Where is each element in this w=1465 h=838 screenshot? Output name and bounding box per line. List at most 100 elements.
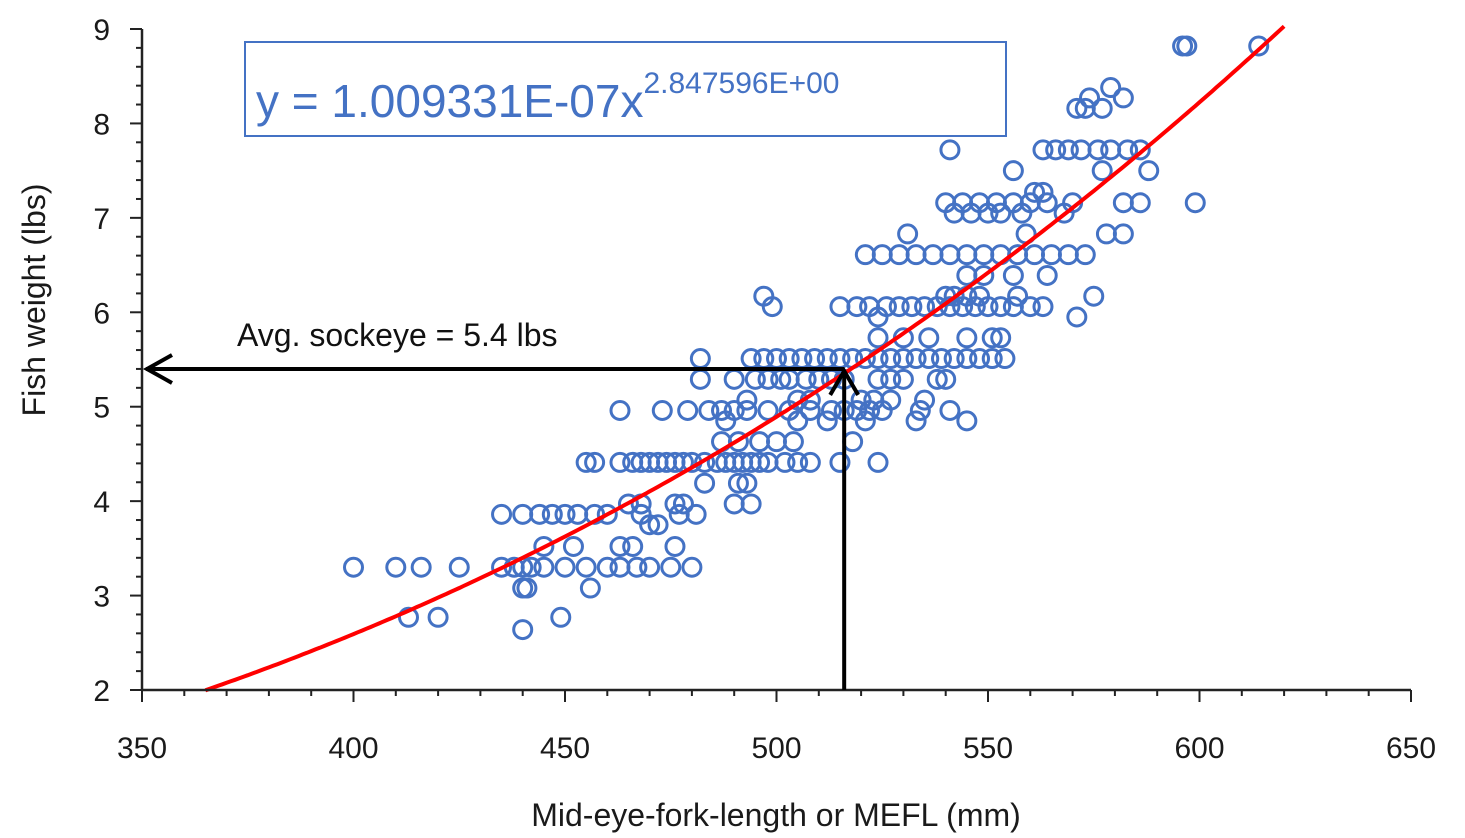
data-point [512,619,534,641]
x-tick-label: 500 [751,732,801,765]
x-tick-label: 350 [117,732,167,765]
data-point [918,348,940,370]
data-point [757,399,779,421]
data-point [567,503,589,525]
data-point [1129,192,1151,214]
data-point [888,296,910,318]
data-point [529,503,551,525]
data-point [1032,296,1054,318]
data-point [647,514,669,536]
data-point [1019,296,1041,318]
data-point [854,348,876,370]
data-point [1007,285,1029,307]
data-point [909,399,931,421]
data-point [1032,181,1054,203]
x-tick-label: 400 [328,732,378,765]
data-point [685,503,707,525]
data-point [550,606,572,628]
data-point [1112,87,1134,109]
data-point [664,493,686,515]
data-point [914,389,936,411]
data-point [596,556,618,578]
data-point [1248,35,1270,57]
data-point [660,556,682,578]
data-point [994,348,1016,370]
data-point [715,410,737,432]
data-point [1002,264,1024,286]
data-point [880,348,902,370]
data-point [681,556,703,578]
plot-axes: 350 400 450 500 550 600 650 2 3 4 5 6 7 8 9 [93,14,1436,765]
data-point [385,556,407,578]
data-point [579,577,601,599]
data-point [990,296,1012,318]
data-point [343,556,364,578]
data-point [410,556,432,578]
data-point [782,431,804,453]
data-point [1002,296,1024,318]
data-point [554,556,576,578]
data-point [892,368,914,390]
data-point [736,472,758,494]
data-point [880,389,902,411]
data-point [1045,139,1067,161]
y-tick-label: 3 [93,581,110,614]
data-point [990,202,1012,224]
data-point [639,556,661,578]
data-point [533,556,555,578]
trendline-equation: y = 1.009331E-07x2.847596E+00 [256,67,839,127]
data-point [609,535,631,557]
data-point [491,503,513,525]
data-point [749,451,771,473]
y-tick-label: 4 [93,486,110,519]
data-point [867,451,889,473]
data-point [867,306,889,328]
data-point [774,451,796,473]
data-point [1024,244,1046,266]
x-axis-ticks: 350 400 450 500 550 600 650 [117,690,1436,765]
data-point [1024,181,1046,203]
data-point [651,399,673,421]
data-point [1176,35,1198,57]
data-point [512,503,534,525]
data-point [596,503,618,525]
data-point [973,244,995,266]
data-point [672,493,694,515]
data-point [541,503,563,525]
data-point [1129,139,1151,161]
data-point [1100,77,1122,99]
data-point [626,556,648,578]
data-point [689,348,711,370]
data-point [956,410,978,432]
data-point [842,431,864,453]
data-point [668,503,690,525]
data-point [749,431,771,453]
data-point [448,556,470,578]
data-point [918,327,940,349]
data-point [698,399,720,421]
data-point [516,577,538,599]
data-point [1100,139,1122,161]
data-point [609,399,631,421]
data-point [943,348,965,370]
data-point [926,368,948,390]
x-tick-label: 600 [1174,732,1224,765]
data-point [1083,285,1105,307]
equation-base: y = 1.009331E-07x [256,75,643,127]
data-point [639,514,661,536]
data-point [723,493,745,515]
data-point [981,348,1003,370]
data-point [939,399,961,421]
y-tick-label: 9 [93,14,110,47]
data-point [1091,97,1113,119]
data-point [694,451,716,473]
data-point [871,244,893,266]
data-point [888,244,910,266]
y-axis-ticks: 2 3 4 5 6 7 8 9 [93,14,142,708]
data-point [1040,244,1062,266]
data-point [584,451,606,473]
data-point [761,296,783,318]
data-point [617,493,639,515]
data-point [694,472,716,494]
data-point [905,410,927,432]
